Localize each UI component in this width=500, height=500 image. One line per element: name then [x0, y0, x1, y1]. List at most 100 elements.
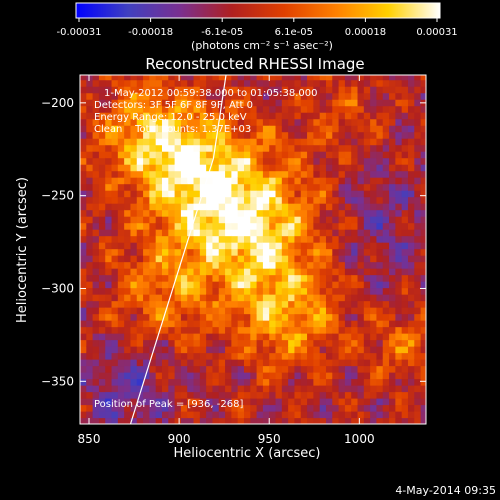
- heatmap-cell: [206, 242, 214, 250]
- colorbar-tick-label: -0.00018: [128, 27, 173, 38]
- heatmap-cell: [86, 313, 94, 321]
- heatmap-cell: [155, 222, 163, 230]
- heatmap-cell: [344, 320, 352, 328]
- heatmap-cell: [269, 118, 277, 126]
- heatmap-cell: [313, 112, 321, 120]
- heatmap-cell: [300, 164, 308, 172]
- heatmap-cell: [275, 75, 283, 81]
- heatmap-cell: [155, 346, 163, 354]
- heatmap-cell: [111, 222, 119, 230]
- heatmap-cell: [414, 229, 422, 237]
- heatmap-cell: [105, 307, 113, 315]
- heatmap-cell: [161, 313, 169, 321]
- heatmap-cell: [180, 138, 188, 146]
- heatmap-cell: [124, 411, 132, 419]
- heatmap-cell: [92, 216, 100, 224]
- heatmap-cell: [332, 170, 340, 178]
- heatmap-cell: [420, 151, 426, 159]
- heatmap-cell: [86, 378, 94, 386]
- heatmap-cell: [225, 274, 232, 282]
- heatmap-cell: [105, 222, 113, 230]
- heatmap-cell: [307, 203, 314, 211]
- heatmap-cell: [155, 92, 163, 100]
- heatmap-cell: [294, 242, 302, 250]
- heatmap-cell: [136, 333, 144, 341]
- heatmap-cell: [294, 313, 302, 321]
- heatmap-cell: [281, 164, 289, 172]
- heatmap-cell: [382, 274, 390, 282]
- heatmap-cell: [332, 75, 340, 81]
- heatmap-cell: [338, 300, 346, 308]
- heatmap-cell: [319, 268, 327, 276]
- heatmap-cell: [300, 352, 308, 360]
- heatmap-cell: [401, 177, 409, 185]
- heatmap-cell: [212, 359, 220, 367]
- heatmap-cell: [325, 391, 333, 399]
- heatmap-cell: [161, 138, 169, 146]
- heatmap-cell: [243, 320, 251, 328]
- heatmap-cell: [395, 268, 403, 276]
- heatmap-cell: [363, 255, 371, 263]
- heatmap-cell: [124, 112, 132, 120]
- heatmap-cell: [288, 183, 296, 191]
- heatmap-cell: [149, 157, 157, 165]
- heatmap-cell: [363, 268, 371, 276]
- heatmap-cell: [237, 307, 245, 315]
- heatmap-cell: [420, 294, 426, 302]
- heatmap-cell: [351, 248, 359, 256]
- heatmap-cell: [155, 404, 163, 412]
- heatmap-cell: [92, 248, 100, 256]
- heatmap-cell: [256, 398, 264, 406]
- heatmap-cell: [313, 177, 321, 185]
- heatmap-cell: [225, 125, 232, 133]
- heatmap-cell: [269, 326, 277, 334]
- heatmap-cell: [420, 242, 426, 250]
- heatmap-cell: [269, 164, 277, 172]
- heatmap-cell: [193, 183, 201, 191]
- heatmap-cell: [92, 404, 100, 412]
- heatmap-cell: [414, 164, 422, 172]
- heatmap-cell: [92, 151, 100, 159]
- heatmap-cell: [401, 307, 409, 315]
- heatmap-cell: [407, 118, 415, 126]
- heatmap-cell: [243, 404, 251, 412]
- heatmap-cell: [344, 417, 352, 424]
- heatmap-cell: [262, 313, 270, 321]
- heatmap-cell: [376, 307, 384, 315]
- heatmap-cell: [225, 138, 232, 146]
- heatmap-cell: [395, 352, 403, 360]
- heatmap-cell: [256, 339, 264, 347]
- heatmap-cell: [111, 385, 119, 393]
- heatmap-cell: [420, 190, 426, 198]
- heatmap-cell: [98, 216, 106, 224]
- heatmap-cell: [376, 235, 384, 243]
- heatmap-cell: [275, 287, 283, 295]
- heatmap-cell: [325, 131, 333, 139]
- heatmap-cell: [231, 170, 239, 178]
- heatmap-cell: [92, 203, 100, 211]
- heatmap-cell: [376, 144, 384, 152]
- heatmap-cell: [231, 313, 239, 321]
- heatmap-cell: [382, 138, 390, 146]
- heatmap-cell: [382, 300, 390, 308]
- heatmap-cell: [168, 365, 176, 373]
- heatmap-cell: [174, 209, 182, 217]
- heatmap-cell: [130, 268, 138, 276]
- heatmap-cell: [407, 300, 415, 308]
- heatmap-cell: [313, 398, 321, 406]
- heatmap-cell: [206, 372, 214, 380]
- heatmap-cell: [206, 352, 214, 360]
- heatmap-cell: [155, 118, 163, 126]
- heatmap-cell: [395, 105, 403, 113]
- heatmap-cell: [269, 157, 277, 165]
- heatmap-cell: [237, 352, 245, 360]
- heatmap-cell: [180, 378, 188, 386]
- heatmap-cell: [187, 125, 195, 133]
- heatmap-cell: [401, 86, 409, 94]
- heatmap-cell: [105, 346, 113, 354]
- heatmap-cell: [174, 222, 182, 230]
- heatmap-cell: [262, 404, 270, 412]
- heatmap-cell: [117, 326, 125, 334]
- heatmap-cell: [86, 75, 94, 81]
- heatmap-cell: [407, 281, 415, 289]
